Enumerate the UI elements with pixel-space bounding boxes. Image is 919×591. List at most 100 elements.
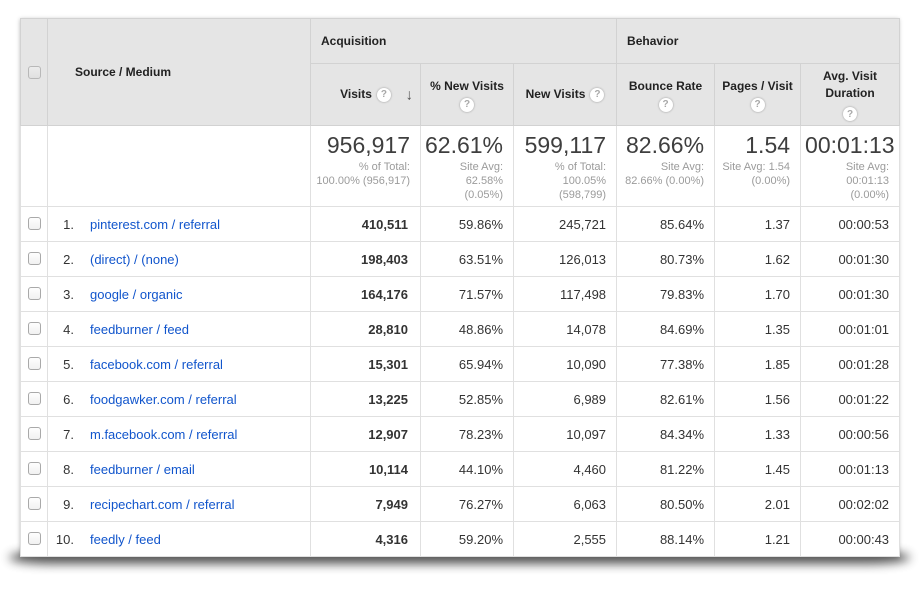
row-checkbox[interactable] <box>27 287 41 301</box>
cell-pages-visit: 1.56 <box>714 381 802 417</box>
cell-new-visits: 6,989 <box>512 381 618 417</box>
source-medium-link[interactable]: facebook.com / referral <box>90 356 223 372</box>
cell-pct-new-visits: 59.86% <box>420 206 514 242</box>
row-rank: 1. <box>63 216 74 232</box>
row-checkbox[interactable] <box>27 357 41 371</box>
cell-pages-visit: 2.01 <box>714 486 802 522</box>
cell-bounce-rate: 81.22% <box>616 451 716 487</box>
select-all-cell <box>20 18 48 126</box>
source-medium-cell: 1. pinterest.com / referral <box>47 206 311 242</box>
column-header-pages-visit[interactable]: Pages / Visit ? <box>714 63 802 126</box>
cell-pct-new-visits: 65.94% <box>420 346 514 382</box>
cell-visits: 12,907 <box>310 416 421 452</box>
source-medium-link[interactable]: (direct) / (none) <box>90 251 179 267</box>
source-medium-link[interactable]: pinterest.com / referral <box>90 216 221 232</box>
help-icon[interactable]: ? <box>590 87 605 102</box>
select-all-checkbox[interactable] <box>27 66 41 80</box>
cell-avg-visit-duration: 00:02:02 <box>800 486 901 522</box>
cell-pct-new-visits: 76.27% <box>420 486 514 522</box>
row-select-cell <box>20 311 48 347</box>
row-checkbox[interactable] <box>27 497 41 511</box>
summary-avg-visit-duration: 00:01:13 Site Avg: 00:01:13 (0.00%) <box>800 125 901 207</box>
cell-visits: 410,511 <box>310 206 421 242</box>
row-select-cell <box>20 206 48 242</box>
cell-bounce-rate: 77.38% <box>616 346 716 382</box>
row-checkbox[interactable] <box>27 462 41 476</box>
column-header-visits[interactable]: Visits ? ↓ <box>310 63 421 126</box>
column-header-new-visits[interactable]: New Visits ? <box>512 63 618 126</box>
source-medium-link[interactable]: recipechart.com / referral <box>90 496 235 512</box>
source-medium-link[interactable]: feedburner / feed <box>90 321 190 337</box>
cell-pct-new-visits: 59.20% <box>420 521 514 557</box>
table-row: 2. (direct) / (none) 198,403 63.51% 126,0… <box>20 241 901 277</box>
cell-new-visits: 117,498 <box>512 276 618 312</box>
cell-bounce-rate: 80.73% <box>616 241 716 277</box>
source-medium-link[interactable]: feedburner / email <box>90 461 195 477</box>
summary-subtext: Site Avg: 00:01:13 (0.00%) <box>845 161 890 201</box>
table-row: 3. google / organic 164,176 71.57% 117,49… <box>20 276 901 312</box>
row-rank: 5. <box>63 356 74 372</box>
cell-avg-visit-duration: 00:01:28 <box>800 346 901 382</box>
row-checkbox[interactable] <box>27 252 41 266</box>
column-header-avg-visit-duration[interactable]: Avg. Visit Duration ? <box>800 63 901 126</box>
cell-pct-new-visits: 44.10% <box>420 451 514 487</box>
cell-new-visits: 245,721 <box>512 206 618 242</box>
row-rank: 10. <box>55 531 74 547</box>
column-header-source-medium[interactable]: Source / Medium <box>47 18 311 126</box>
source-medium-cell: 8. feedburner / email <box>47 451 311 487</box>
source-medium-link[interactable]: m.facebook.com / referral <box>90 426 238 442</box>
cell-bounce-rate: 79.83% <box>616 276 716 312</box>
help-icon[interactable]: ? <box>750 97 765 112</box>
row-rank: 3. <box>63 286 74 302</box>
sort-desc-icon: ↓ <box>405 86 414 103</box>
cell-pages-visit: 1.33 <box>714 416 802 452</box>
source-medium-cell: 10. feedly / feed <box>47 521 311 557</box>
source-medium-link[interactable]: foodgawker.com / referral <box>90 391 237 407</box>
help-icon[interactable]: ? <box>658 97 673 112</box>
cell-pct-new-visits: 48.86% <box>420 311 514 347</box>
column-label: Pages / Visit <box>722 78 793 93</box>
row-rank: 9. <box>63 496 74 512</box>
cell-avg-visit-duration: 00:00:43 <box>800 521 901 557</box>
summary-value: 1.54 <box>745 132 791 158</box>
row-checkbox[interactable] <box>27 322 41 336</box>
cell-new-visits: 6,063 <box>512 486 618 522</box>
row-checkbox[interactable] <box>27 217 41 231</box>
help-icon[interactable]: ? <box>460 97 474 112</box>
cell-pct-new-visits: 52.85% <box>420 381 514 417</box>
cell-bounce-rate: 84.34% <box>616 416 716 452</box>
cell-avg-visit-duration: 00:01:01 <box>800 311 901 347</box>
column-label: Visits <box>340 87 372 101</box>
source-medium-cell: 6. foodgawker.com / referral <box>47 381 311 417</box>
cell-avg-visit-duration: 00:00:53 <box>800 206 901 242</box>
source-medium-table: Source / Medium Acquisition Behavior Vis… <box>20 18 901 557</box>
row-checkbox[interactable] <box>27 532 41 546</box>
column-header-bounce-rate[interactable]: Bounce Rate ? <box>616 63 716 126</box>
cell-pages-visit: 1.37 <box>714 206 802 242</box>
cell-avg-visit-duration: 00:01:13 <box>800 451 901 487</box>
source-medium-cell: 9. recipechart.com / referral <box>47 486 311 522</box>
cell-bounce-rate: 85.64% <box>616 206 716 242</box>
cell-bounce-rate: 80.50% <box>616 486 716 522</box>
source-medium-link[interactable]: google / organic <box>90 286 183 302</box>
row-select-cell <box>20 521 48 557</box>
help-icon[interactable]: ? <box>843 107 858 121</box>
source-medium-cell: 2. (direct) / (none) <box>47 241 311 277</box>
cell-avg-visit-duration: 00:01:30 <box>800 276 901 312</box>
source-medium-cell: 3. google / organic <box>47 276 311 312</box>
summary-visits: 956,917 % of Total: 100.00% (956,917) <box>310 125 421 207</box>
cell-visits: 13,225 <box>310 381 421 417</box>
row-checkbox[interactable] <box>27 392 41 406</box>
row-checkbox[interactable] <box>27 427 41 441</box>
help-icon[interactable]: ? <box>376 87 391 102</box>
row-rank: 2. <box>63 251 74 267</box>
column-header-pct-new-visits[interactable]: % New Visits ? <box>420 63 514 126</box>
totals-empty-cell <box>47 125 311 207</box>
cell-pages-visit: 1.85 <box>714 346 802 382</box>
group-header-behavior: Behavior <box>616 18 901 64</box>
cell-visits: 15,301 <box>310 346 421 382</box>
source-medium-link[interactable]: feedly / feed <box>90 531 161 547</box>
summary-pct-new-visits: 62.61% Site Avg: 62.58% (0.05%) <box>420 125 514 207</box>
row-select-cell <box>20 381 48 417</box>
cell-pct-new-visits: 71.57% <box>420 276 514 312</box>
